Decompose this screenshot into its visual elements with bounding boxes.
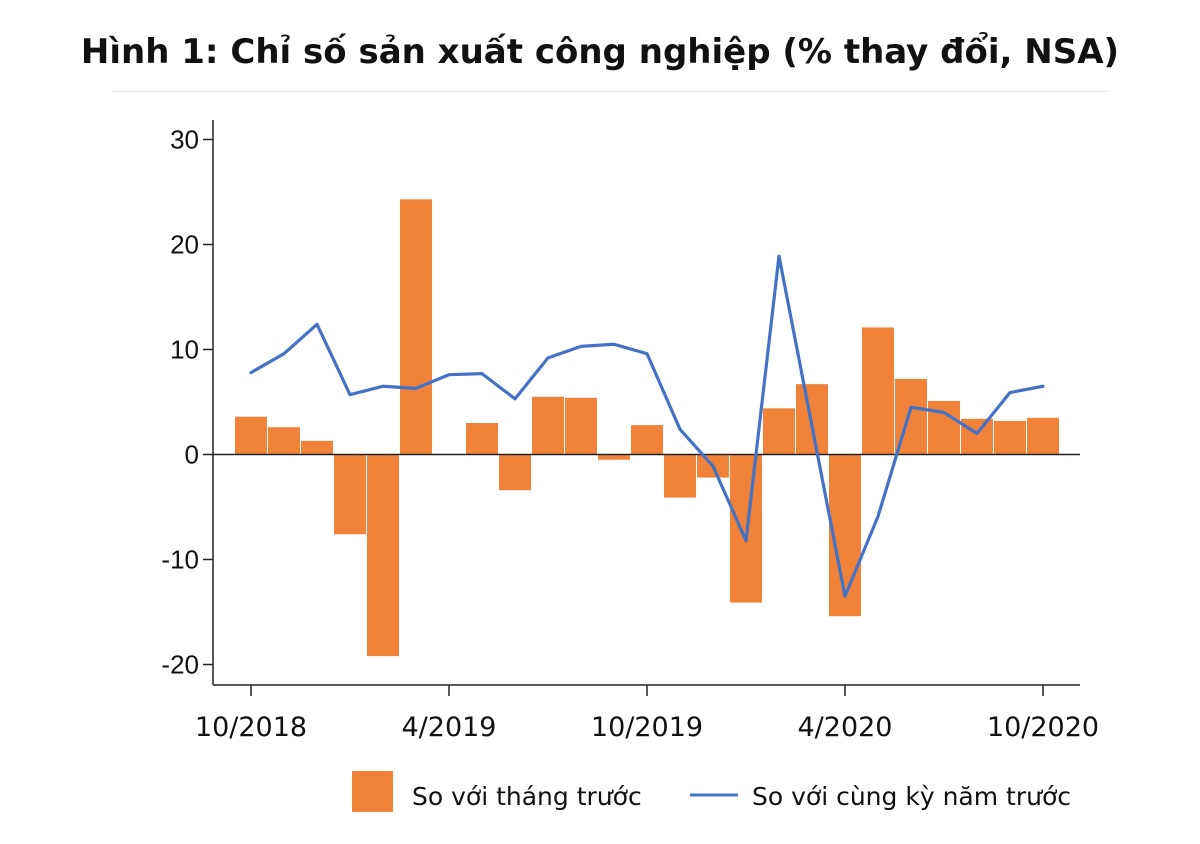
bar-5-2019 (466, 423, 498, 455)
bar-11-2019 (664, 454, 696, 498)
bar-6-2019 (499, 454, 531, 491)
y-tick-label-2: 10 (170, 335, 199, 365)
bar-8-2020 (961, 418, 993, 455)
bar-2-2019 (367, 454, 399, 657)
x-tick-label-4: 10/2020 (987, 712, 1099, 743)
bar-8-2019 (565, 397, 597, 455)
chart-title: Hình 1: Chỉ số sản xuất công nghiệp (% t… (80, 32, 1120, 72)
bar-10-2018 (235, 416, 267, 455)
bar-9-2020 (994, 420, 1026, 455)
legend-label-line: So với cùng kỳ năm trước (752, 782, 1071, 811)
x-tick-label-3: 4/2020 (798, 712, 893, 743)
bar-7-2020 (928, 400, 960, 455)
bar-10-2020 (1027, 417, 1059, 455)
x-tick-label-0: 10/2018 (195, 712, 307, 743)
bar-2-2020 (763, 408, 795, 455)
legend: So với tháng trước So với cùng kỳ năm tr… (352, 771, 1071, 812)
bar-7-2019 (532, 396, 564, 455)
bar-12-2018 (301, 440, 333, 455)
x-tick-label-2: 10/2019 (591, 712, 703, 743)
y-tick-label-5: -20 (161, 650, 199, 680)
bar-3-2019 (400, 199, 432, 455)
bar-9-2019 (598, 454, 630, 460)
bars-layer (235, 199, 1059, 657)
bar-10-2019 (631, 425, 663, 455)
x-tick-label-1: 4/2019 (402, 712, 497, 743)
bar-1-2019 (334, 454, 366, 535)
bar-11-2018 (268, 427, 300, 455)
axes-layer: 30 20 10 0 -10 -20 10/2018 4/2019 10/2019 4/2020 1… (161, 120, 1099, 743)
legend-label-bar: So với tháng trước (412, 782, 642, 811)
bar-5-2020 (862, 327, 894, 455)
y-tick-label-4: -10 (161, 545, 199, 575)
legend-swatch-bar (352, 771, 393, 812)
y-tick-label-3: 0 (185, 440, 199, 470)
line-layer (249, 254, 1045, 598)
y-tick-label-1: 20 (170, 230, 199, 260)
title-divider (112, 91, 1108, 92)
y-tick-label-0: 30 (170, 125, 199, 155)
